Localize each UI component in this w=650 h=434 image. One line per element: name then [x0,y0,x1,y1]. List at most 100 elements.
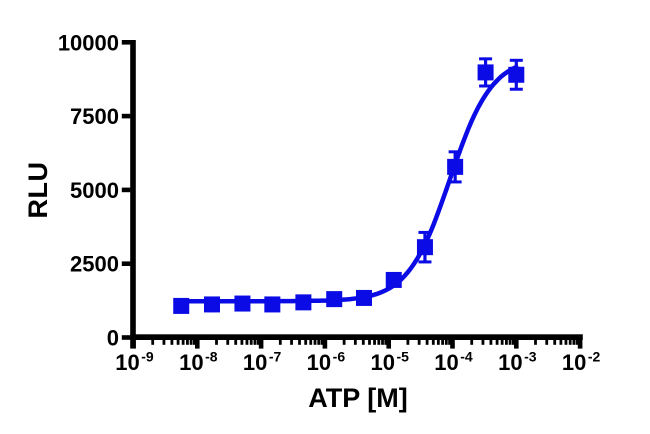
x-minor-tick [215,340,218,345]
y-axis-line [130,40,136,349]
y-tick-label: 5000 [70,178,119,203]
x-minor-tick [406,340,410,345]
x-minor-tick [353,340,357,345]
data-point-marker [264,296,281,313]
x-minor-tick [425,340,429,345]
x-minor-tick [568,340,572,345]
fit-curve [179,64,519,304]
x-minor-tick [377,340,381,345]
x-minor-tick [534,340,537,345]
x-minor-tick [481,340,485,345]
x-minor-tick [553,340,557,345]
x-minor-tick [505,340,508,345]
data-point-marker [355,289,372,306]
data-point-marker [173,297,190,314]
x-minor-tick [381,340,384,345]
x-minor-tick [298,340,301,345]
x-minor-tick [234,340,238,345]
data-point-marker [234,295,251,312]
x-minor-tick [151,340,155,345]
x-major-tick [131,340,136,349]
x-axis-title: ATP [M] [308,383,408,413]
x-minor-tick [417,340,421,345]
x-minor-tick [278,340,282,345]
x-minor-tick [309,340,313,345]
data-point-marker [416,239,433,256]
x-minor-tick [495,340,499,345]
data-point-marker [326,291,343,308]
y-tick [121,261,131,266]
x-major-tick [577,340,583,349]
y-tick-label: 2500 [70,252,119,277]
x-minor-tick [508,340,512,345]
x-tick-label: 10 -2 [562,349,601,376]
x-minor-tick [240,340,244,345]
y-tick-label: 0 [107,326,119,351]
x-minor-tick [489,340,493,345]
x-minor-tick [245,340,249,345]
x-tick-label: 10 -7 [243,349,282,376]
x-tick-label: 10 -5 [370,349,409,376]
x-minor-tick [545,340,549,345]
data-point-marker [477,64,494,81]
x-minor-tick [572,340,576,345]
x-minor-tick [342,340,346,345]
x-major-tick [322,340,328,349]
x-minor-tick [181,340,185,345]
x-minor-tick [186,340,189,345]
x-minor-tick [313,340,317,345]
x-minor-tick [500,340,504,345]
x-tick-label: 10 -9 [115,349,154,376]
x-major-tick [258,340,264,349]
x-minor-tick [176,340,180,345]
x-minor-tick [361,340,365,345]
x-major-tick [386,340,391,349]
y-tick [121,335,131,340]
x-major-tick [195,340,200,349]
x-tick-label: 10 -8 [179,349,218,376]
y-tick [121,40,131,45]
x-minor-tick [559,340,563,345]
x-minor-tick [317,340,321,345]
x-minor-tick [431,340,435,345]
x-minor-tick [189,340,193,345]
y-axis-title: RLU [23,161,53,219]
x-minor-tick [511,340,515,345]
x-minor-tick [384,340,388,345]
x-minor-tick [253,340,257,345]
data-point-marker [204,296,221,313]
x-minor-tick [444,340,448,345]
x-minor-tick [192,340,196,345]
x-minor-tick [368,340,371,345]
x-minor-tick [575,340,579,345]
x-tick-label: 10 -6 [307,349,346,376]
x-major-tick [450,340,455,349]
x-minor-tick [441,340,445,345]
x-minor-tick [448,340,451,345]
x-minor-tick [162,340,166,345]
x-minor-tick [373,340,376,345]
x-minor-tick [470,340,474,345]
x-minor-tick [290,340,293,345]
x-major-tick [514,340,519,349]
x-minor-tick [304,340,308,345]
x-tick-label: 10 -4 [434,349,473,376]
x-minor-tick [436,340,440,345]
x-minor-tick [320,340,324,345]
x-minor-tick [249,340,253,345]
data-point-marker [447,158,464,175]
data-point-marker [295,294,312,311]
x-minor-tick [170,340,174,345]
data-point-marker [508,66,525,83]
x-tick-label: 10 -3 [498,349,537,376]
y-tick [121,187,131,193]
y-tick-label: 10000 [58,30,119,55]
x-minor-tick [226,340,230,345]
y-tick [121,113,131,119]
x-minor-tick [256,340,260,345]
data-point-marker [385,271,402,288]
y-tick-label: 7500 [70,104,119,129]
x-axis-line [130,334,583,340]
